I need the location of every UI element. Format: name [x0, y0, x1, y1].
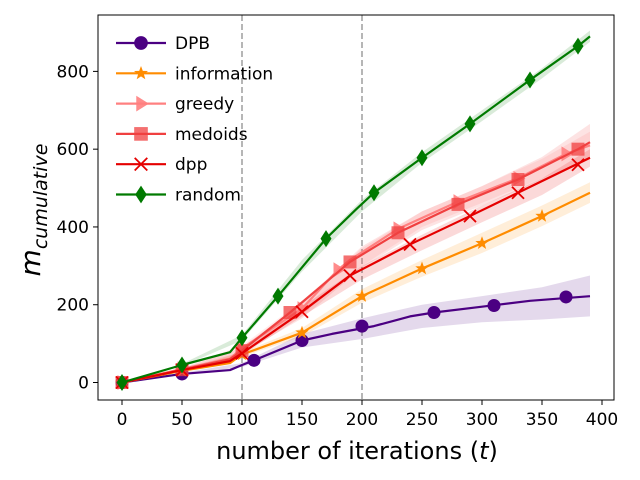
legend-marker-greedy — [136, 95, 149, 112]
x-tick-label-250: 250 — [406, 410, 438, 430]
marker-random-4 — [320, 230, 332, 248]
plot-area — [115, 15, 591, 400]
marker-information-7 — [535, 209, 549, 222]
x-tick-label-350: 350 — [526, 410, 558, 430]
marker-DPB-7 — [559, 290, 573, 304]
marker-dpp-6 — [463, 209, 477, 223]
marker-random-7 — [464, 115, 476, 133]
marker-information-3 — [295, 325, 309, 339]
x-tick-label-200: 200 — [346, 410, 378, 430]
marker-medoids-6 — [451, 197, 465, 211]
marker-dpp-5 — [403, 237, 417, 252]
marker-dpp-2 — [235, 346, 249, 360]
y-tick-label-0: 0 — [78, 374, 89, 394]
y-tick-label-200: 200 — [57, 296, 89, 316]
legend-label-DPB: DPB — [175, 34, 210, 54]
axes: 0 50 100 150 200 250 300 350 400 0 200 400 600 800 — [57, 14, 618, 430]
marker-random-1 — [176, 356, 188, 374]
marker-random-8 — [524, 71, 536, 89]
band-medoids — [122, 123, 590, 383]
marker-DPB-4 — [355, 319, 369, 333]
legend-marker-information — [134, 65, 148, 80]
y-axis-title: mcumulative — [14, 144, 52, 277]
y-tick-label-400: 400 — [57, 218, 89, 238]
legend-label-dpp: dpp — [175, 155, 207, 175]
y-tick-label-800: 800 — [57, 62, 89, 82]
marker-DPB-6 — [487, 299, 501, 312]
x-tick-label-150: 150 — [286, 410, 318, 430]
x-tick-label-300: 300 — [466, 410, 498, 430]
legend: DPB information greedy medoids dpp random — [116, 34, 273, 206]
marker-dpp-4 — [343, 268, 357, 283]
y-tick-label-600: 600 — [57, 140, 89, 160]
marker-random-6 — [416, 149, 428, 167]
marker-dpp-3 — [295, 305, 309, 319]
marker-DPB-2 — [247, 353, 261, 367]
legend-marker-dpp — [134, 157, 148, 172]
marker-DPB-5 — [427, 306, 441, 319]
marker-medoids-4 — [343, 255, 357, 269]
marker-medoids-3 — [283, 306, 297, 319]
marker-information-6 — [475, 236, 489, 249]
marker-medoids-2 — [235, 344, 249, 358]
series-line-dpp — [121, 156, 591, 384]
legend-label-random: random — [175, 186, 241, 206]
series-line-DPB — [121, 295, 591, 384]
marker-dpp-8 — [571, 158, 585, 172]
marker-medoids-5 — [391, 226, 405, 240]
marker-random-0 — [116, 374, 128, 391]
marker-medoids-7 — [511, 173, 525, 186]
legend-marker-random — [135, 185, 147, 204]
legend-label-greedy: greedy — [175, 95, 234, 115]
marker-dpp-7 — [511, 186, 525, 200]
band-random — [122, 30, 590, 383]
series-line-information — [121, 191, 591, 384]
x-tick-label-100: 100 — [226, 410, 258, 430]
marker-medoids-8 — [571, 142, 585, 156]
marker-random-3 — [272, 287, 284, 305]
x-tick-label-400: 400 — [586, 410, 618, 430]
marker-random-2 — [236, 329, 248, 347]
legend-label-information: information — [175, 64, 273, 84]
axes-frame — [97, 14, 615, 401]
x-tick-label-0: 0 — [117, 410, 128, 430]
marker-information-4 — [355, 289, 369, 302]
x-axis-title: number of iterations (t) — [216, 437, 498, 465]
x-tick-label-50: 50 — [171, 410, 193, 430]
marker-random-9 — [572, 37, 584, 55]
legend-marker-DPB — [134, 36, 148, 50]
legend-marker-medoids — [134, 127, 148, 141]
legend-label-medoids: medoids — [175, 125, 248, 145]
marker-DPB-3 — [295, 334, 309, 347]
marker-random-5 — [368, 184, 380, 202]
marker-information-5 — [415, 261, 429, 275]
